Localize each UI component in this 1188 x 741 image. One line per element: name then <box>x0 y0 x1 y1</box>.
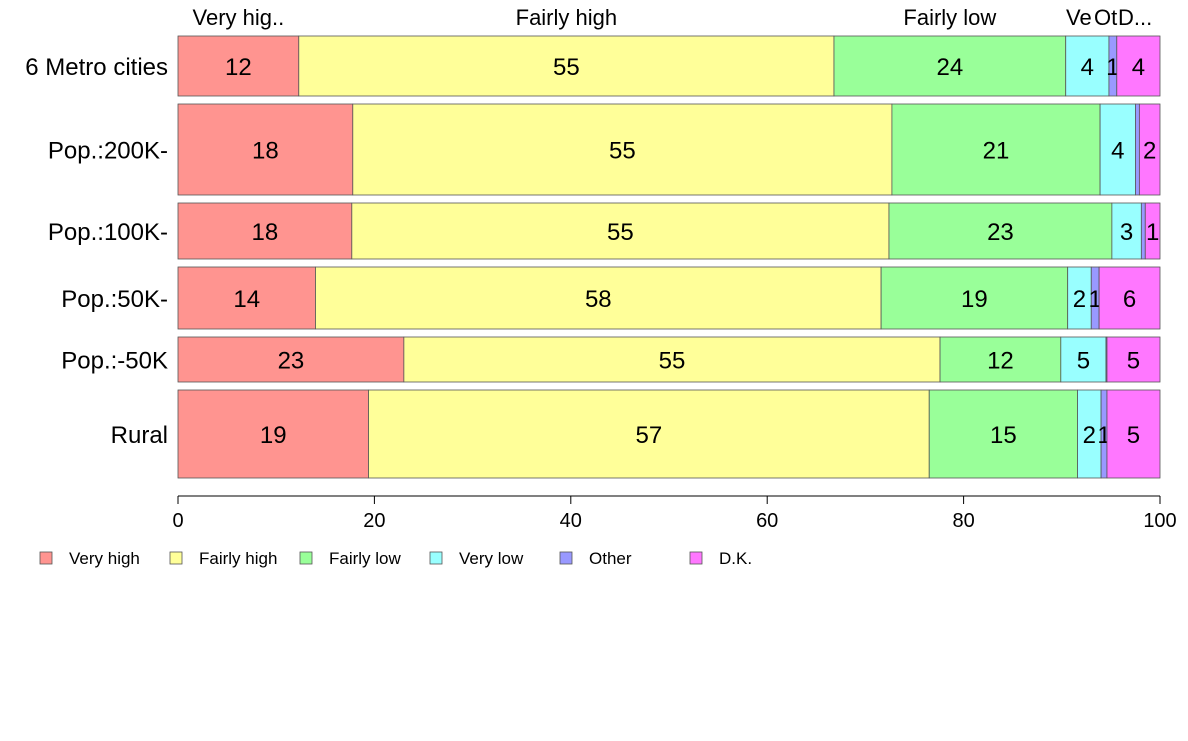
segment-value-label: 55 <box>609 138 636 165</box>
legend-swatch <box>299 551 313 565</box>
bar-segment <box>177 389 369 479</box>
legend-swatch <box>559 551 573 565</box>
segment-value-label: 3 <box>1120 219 1133 246</box>
segment-value-label: 4 <box>1081 54 1094 81</box>
segment-value-label: 21 <box>983 138 1010 165</box>
bar-segment <box>1135 103 1140 196</box>
x-tick-label: 80 <box>952 510 974 532</box>
x-tick-label: 60 <box>756 510 778 532</box>
segment-value-label: 15 <box>990 422 1017 449</box>
segment-value-label: 55 <box>659 348 686 375</box>
x-tick-label: 0 <box>172 510 183 532</box>
legend-label: Very low <box>459 549 524 568</box>
segment-value-label: 6 <box>1123 286 1136 313</box>
top-category-label: Very hig.. <box>193 5 285 30</box>
bar-group: 12 55 24 4 1 418 55 21 4 218 55 23 3 114 58 19 2 1 623 55 12… <box>177 35 1161 479</box>
legend-swatch <box>39 551 53 565</box>
bar-segment <box>888 202 1113 260</box>
bar-segment <box>352 103 893 196</box>
bar-segment <box>928 389 1078 479</box>
bar-segment <box>1140 202 1146 260</box>
segment-value-label: 12 <box>987 348 1014 375</box>
segment-value-label: 4 <box>1132 54 1145 81</box>
category-label: Pop.:-50K <box>61 348 168 375</box>
bar-segment <box>177 336 405 383</box>
segment-value-label: 12 <box>225 54 252 81</box>
bar-segment <box>1106 389 1161 479</box>
segment-value-label: 1 <box>1089 286 1102 313</box>
bar-segment <box>1144 202 1161 260</box>
category-label: Rural <box>111 422 168 449</box>
segment-value-label: 58 <box>585 286 612 313</box>
bar-segment <box>403 336 941 383</box>
bar-segment <box>177 202 353 260</box>
bar-segment <box>891 103 1101 196</box>
segment-value-label: 23 <box>278 348 305 375</box>
segment-value-label: 4 <box>1111 138 1124 165</box>
legend-label: Fairly low <box>329 549 402 568</box>
bar-segment <box>880 266 1069 330</box>
segment-value-label: 55 <box>553 54 580 81</box>
bar-segment <box>1116 35 1161 97</box>
legend-swatch <box>689 551 703 565</box>
legend-label: Other <box>589 549 632 568</box>
legend-swatch <box>169 551 183 565</box>
category-label-group: 6 Metro cities Pop.:200K- Pop.:100K- Pop.:5… <box>25 54 168 449</box>
top-category-label: Ve <box>1066 5 1092 30</box>
bar-segment <box>1065 35 1110 97</box>
bar-segment <box>1138 103 1161 196</box>
segment-value-label: 1 <box>1106 54 1119 81</box>
legend-swatch <box>429 551 443 565</box>
bar-segment <box>1098 266 1161 330</box>
bar-segment <box>177 103 354 196</box>
top-category-label: Ot <box>1094 5 1117 30</box>
legend-label: Very high <box>69 549 140 568</box>
segment-value-label: 57 <box>636 422 663 449</box>
segment-value-label: 5 <box>1127 348 1140 375</box>
top-label-group: Very hig.. Fairly high Fairly low Ve Ot D... <box>193 5 1153 30</box>
bar-segment <box>315 266 882 330</box>
bar-segment <box>177 266 316 330</box>
legend-label: D.K. <box>719 549 752 568</box>
legend: Very high Fairly high Fairly low Very low Ot… <box>39 549 752 568</box>
segment-value-label: 14 <box>233 286 260 313</box>
segment-value-label: 19 <box>260 422 287 449</box>
segment-value-label: 5 <box>1077 348 1090 375</box>
top-category-label: D... <box>1118 5 1152 30</box>
segment-value-label: 2 <box>1083 422 1096 449</box>
bar-segment <box>833 35 1067 97</box>
segment-value-label: 2 <box>1143 138 1156 165</box>
top-category-label: Fairly high <box>516 5 617 30</box>
segment-value-label: 5 <box>1127 422 1140 449</box>
x-tick-label: 100 <box>1143 510 1176 532</box>
bar-segment <box>1106 336 1161 383</box>
segment-value-label: 18 <box>252 138 279 165</box>
category-label: Pop.:50K- <box>61 286 168 313</box>
segment-value-label: 18 <box>252 219 279 246</box>
bar-segment <box>298 35 835 97</box>
bar-segment <box>1099 103 1136 196</box>
segment-value-label: 23 <box>987 219 1014 246</box>
segment-value-label: 19 <box>961 286 988 313</box>
legend-label: Fairly high <box>199 549 277 568</box>
top-category-label: Fairly low <box>903 5 996 30</box>
bar-segment <box>351 202 890 260</box>
category-label: Pop.:200K- <box>48 138 168 165</box>
bar-segment <box>1060 336 1107 383</box>
segment-value-label: 1 <box>1146 219 1159 246</box>
x-tick-label: 40 <box>560 510 582 532</box>
category-label: Pop.:100K- <box>48 219 168 246</box>
bar-segment <box>939 336 1062 383</box>
bar-segment <box>368 389 930 479</box>
x-tick-label: 20 <box>363 510 385 532</box>
x-axis: 0 20 40 60 80 100 <box>172 495 1177 532</box>
segment-value-label: 24 <box>937 54 964 81</box>
category-label: 6 Metro cities <box>25 54 168 81</box>
bar-segment <box>1111 202 1142 260</box>
bar-segment <box>177 35 300 97</box>
segment-value-label: 55 <box>607 219 634 246</box>
segment-value-label: 2 <box>1073 286 1086 313</box>
